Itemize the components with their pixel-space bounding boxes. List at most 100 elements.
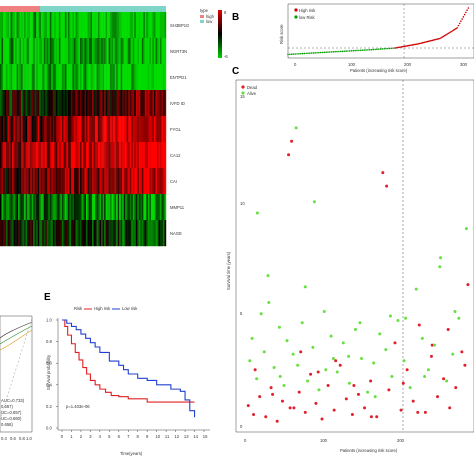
heatmap-cell [30, 64, 32, 91]
heatmap-cell [61, 116, 64, 143]
heatmap-cell [108, 38, 111, 65]
heatmap-cell [123, 142, 126, 169]
heatmap-cell [89, 12, 91, 39]
heatmap-cell [96, 194, 99, 221]
scatter-point-alive [266, 274, 270, 278]
heatmap-cell [48, 116, 50, 143]
heatmap-cell [22, 194, 25, 221]
heatmap-cell [90, 64, 93, 91]
scatter-point-alive [451, 352, 455, 356]
scatter-point-alive [358, 321, 362, 325]
risk-score-point [437, 38, 440, 40]
heatmap-cell [6, 220, 8, 247]
heatmap-cell [25, 38, 28, 65]
scatter-point-dead [303, 410, 307, 414]
risk-score-point [363, 49, 366, 51]
scatter-point-dead [393, 341, 397, 345]
heatmap-cell [13, 116, 16, 143]
heatmap-cell [129, 194, 132, 221]
heatmap-cell [51, 168, 54, 195]
heatmap-cell [144, 220, 147, 247]
heatmap-cell [55, 12, 58, 39]
heatmap-cell [156, 142, 159, 169]
heatmap-cell [143, 64, 146, 91]
heatmap-cell [57, 142, 60, 169]
legend-swatch-high [200, 15, 204, 18]
heatmap-cell [120, 116, 123, 143]
heatmap-cell [149, 142, 152, 169]
heatmap-cell [3, 142, 5, 169]
heatmap-cell [128, 168, 130, 195]
heatmap-cell [7, 38, 10, 65]
heatmap-cell [16, 38, 19, 65]
panel-c-xlabel: Patients (increasing risk score) [340, 448, 398, 453]
heatmap-cell [78, 194, 81, 221]
heatmap-cell [132, 38, 135, 65]
heatmap-cell [78, 12, 81, 39]
heatmap-cell [90, 38, 93, 65]
scatter-point-alive [294, 126, 298, 130]
heatmap-cell [116, 194, 118, 221]
heatmap-cell [43, 142, 46, 169]
heatmap-cell [75, 194, 78, 221]
scatter-point-alive [311, 345, 315, 349]
heatmap-cell [126, 116, 129, 143]
heatmap-cell [125, 142, 127, 169]
roc-curve-1 [0, 321, 33, 339]
heatmap-cell [114, 194, 117, 221]
heatmap-cell [123, 194, 126, 221]
heatmap-cell [98, 142, 100, 169]
scatter-point-alive [341, 341, 345, 345]
heatmap-cell [24, 116, 26, 143]
heatmap-cell [69, 12, 72, 39]
heatmap-cell [140, 90, 143, 117]
heatmap-cell [39, 168, 41, 195]
heatmap-cell [27, 142, 29, 169]
scatter-point-dead [350, 413, 354, 417]
risk-score-point [398, 46, 400, 49]
heatmap-cell [22, 38, 25, 65]
scatter-point-alive [445, 379, 449, 383]
risk-score-point [400, 46, 403, 48]
heatmap-cell [137, 142, 140, 169]
km-xtick-label: 4 [99, 434, 102, 439]
heatmap-cell [158, 142, 161, 169]
scatter-point-alive [248, 359, 252, 363]
color-scale-bar [218, 10, 222, 58]
heatmap-cell [131, 194, 133, 221]
risk-score-point [409, 44, 411, 47]
heatmap-cell [60, 168, 63, 195]
heatmap-cell [58, 38, 61, 65]
heatmap-cell [102, 194, 105, 221]
panel-b-xtick-1: 100 [348, 62, 356, 67]
risk-score-point [424, 41, 426, 43]
risk-score-point [336, 50, 338, 53]
panel-b-letter: B [232, 12, 239, 23]
scatter-point-alive [259, 312, 263, 316]
heatmap-cell [120, 142, 123, 169]
heatmap-cell [72, 168, 75, 195]
heatmap-cell [120, 38, 123, 65]
heatmap-cell [98, 116, 100, 143]
heatmap-cell [69, 116, 72, 143]
heatmap-cell [137, 220, 140, 247]
heatmap-cell [48, 220, 50, 247]
heatmap-cell [46, 12, 49, 39]
risk-score-point [434, 38, 436, 41]
heatmap-cell [12, 220, 14, 247]
heatmap-cell [92, 12, 94, 39]
risk-score-point [451, 30, 454, 32]
heatmap-cell [149, 116, 152, 143]
risk-score-point [319, 51, 322, 54]
heatmap-cell [84, 142, 87, 169]
heatmap-cell [161, 90, 164, 117]
heatmap-cell [159, 12, 162, 39]
heatmap-cell [37, 12, 40, 39]
heatmap-cell [131, 168, 133, 195]
risk-score-point [314, 52, 317, 54]
heatmap-cell [63, 38, 66, 65]
scatter-point-dead [363, 406, 367, 410]
heatmap-cell [22, 64, 25, 91]
heatmap-cell [51, 12, 54, 39]
